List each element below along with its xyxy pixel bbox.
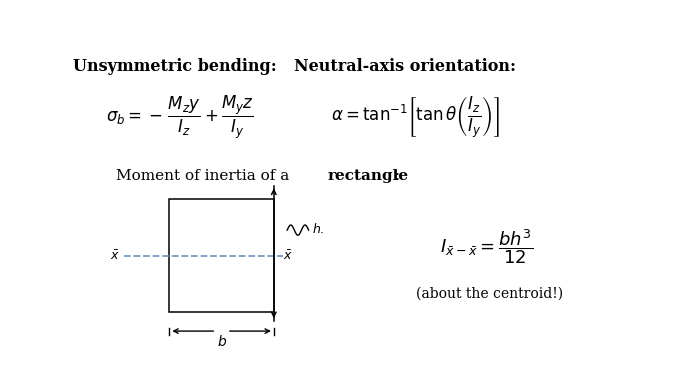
Text: $\sigma_b = -\,\dfrac{M_z y}{I_z} + \dfrac{M_y z}{I_y}$: $\sigma_b = -\,\dfrac{M_z y}{I_z} + \dfr… [106, 94, 254, 141]
Text: $\alpha = \tan^{-1}\!\left[\tan\theta\left(\dfrac{I_z}{I_y}\right)\right]$: $\alpha = \tan^{-1}\!\left[\tan\theta\le… [331, 95, 500, 140]
Text: Moment of inertia of a: Moment of inertia of a [116, 169, 294, 183]
Text: $\bar{x}$: $\bar{x}$ [283, 249, 293, 263]
Bar [169, 199, 274, 312]
Text: $h.$: $h.$ [312, 222, 324, 236]
Text: rectangle: rectangle [328, 169, 408, 183]
Text: $I_{\bar{x}-\bar{x}} = \dfrac{bh^3}{12}$: $I_{\bar{x}-\bar{x}} = \dfrac{bh^3}{12}$ [439, 227, 533, 266]
Text: (about the centroid!): (about the centroid!) [416, 287, 563, 301]
Text: Neutral-axis orientation:: Neutral-axis orientation: [294, 58, 516, 74]
Text: $\bar{x}$: $\bar{x}$ [110, 249, 120, 263]
Text: Unsymmetric bending:: Unsymmetric bending: [73, 58, 276, 74]
Text: $b$: $b$ [216, 334, 227, 349]
Text: :: : [395, 169, 400, 183]
